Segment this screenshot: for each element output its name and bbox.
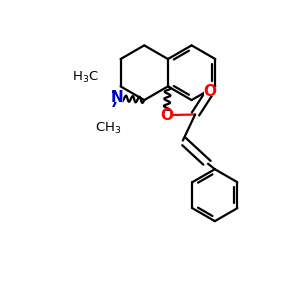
Text: O: O <box>204 84 217 99</box>
Text: O: O <box>160 108 173 123</box>
Bar <box>204 87 216 96</box>
Bar <box>112 93 123 102</box>
Text: N: N <box>111 90 124 105</box>
Bar <box>160 111 173 120</box>
Text: H$_3$C: H$_3$C <box>72 70 99 85</box>
Text: CH$_3$: CH$_3$ <box>94 121 121 136</box>
